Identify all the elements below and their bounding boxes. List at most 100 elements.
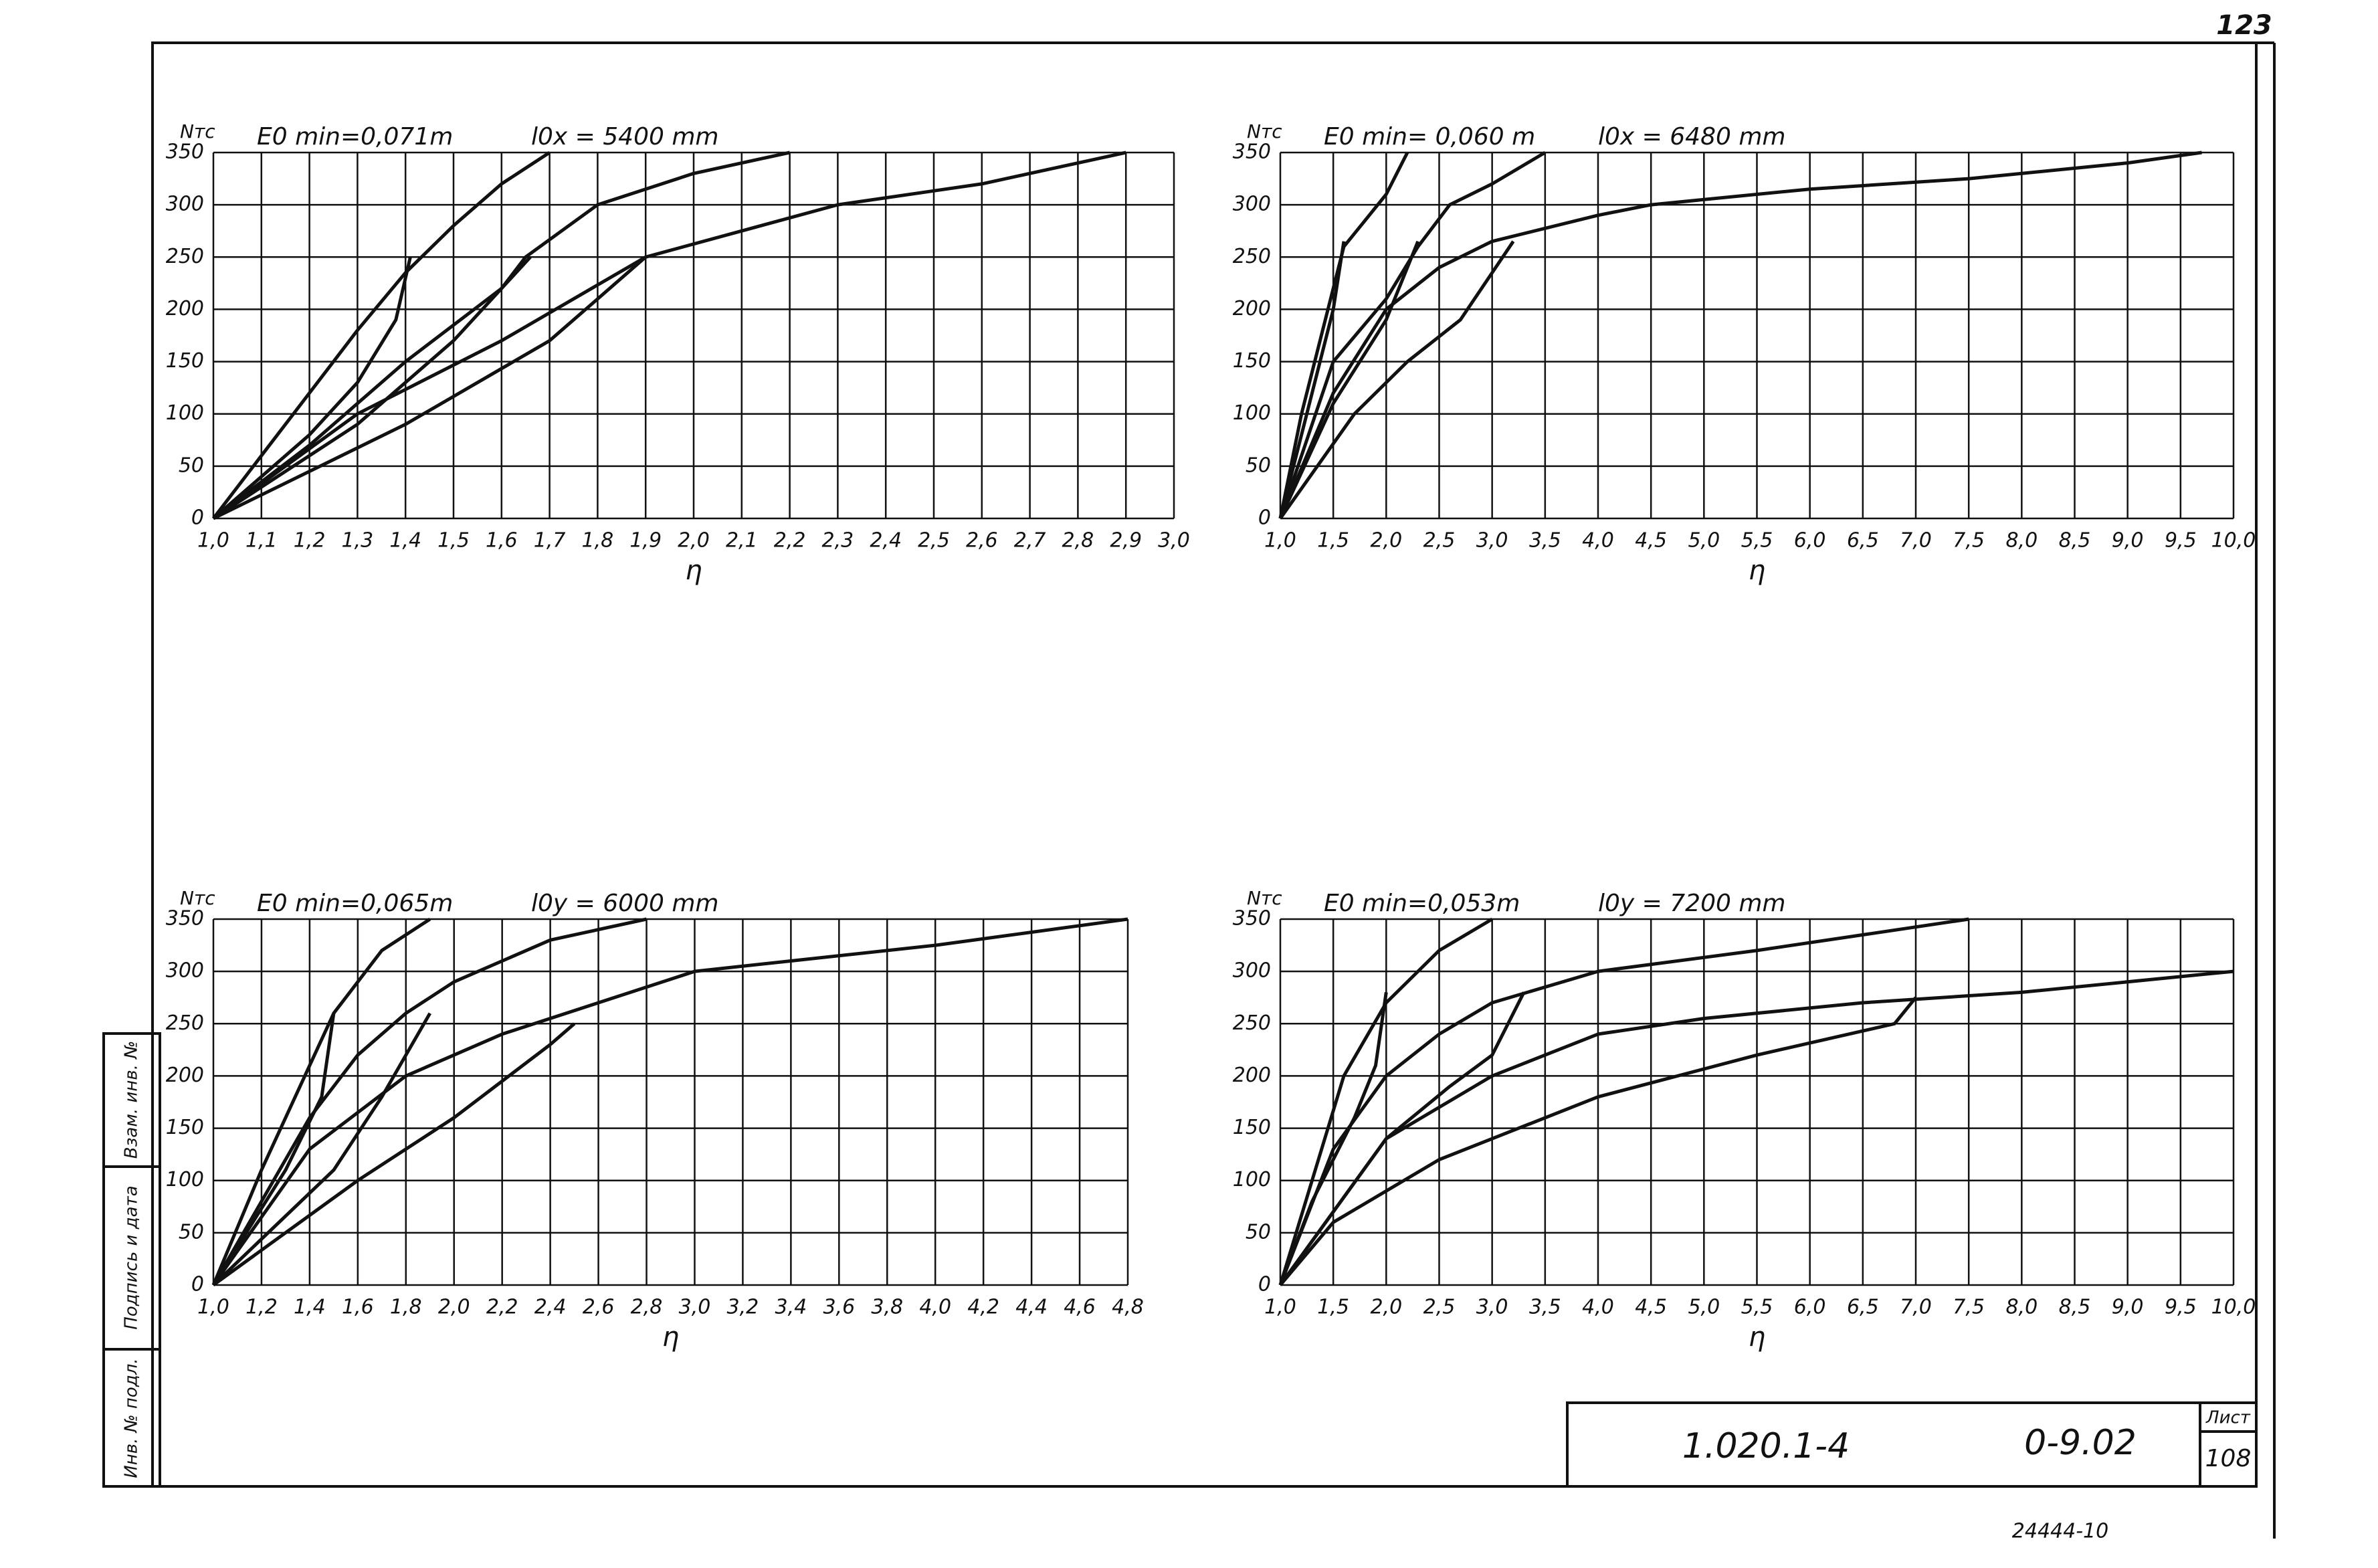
x-tick-label: 3,0 <box>1158 529 1190 553</box>
x-tick-label: 1,1 <box>245 529 278 553</box>
x-tick-label: 7,5 <box>1953 529 1985 553</box>
x-tick-label: 3,5 <box>1529 529 1561 553</box>
curve <box>1278 151 2202 519</box>
y-tick-label: 200 <box>1233 297 1271 320</box>
x-tick-label: 1,4 <box>389 529 421 553</box>
x-tick-label: 9,5 <box>2165 529 2197 553</box>
x-tick-label: 6,5 <box>1847 1296 1879 1319</box>
y-tick-label: 250 <box>166 245 204 268</box>
x-tick-label: 8,0 <box>2005 529 2038 553</box>
x-tick-label: 9,5 <box>2165 1296 2197 1319</box>
x-tick-label: 8,5 <box>2059 529 2091 553</box>
curve <box>212 151 1126 520</box>
sheet-frame <box>151 41 2258 1488</box>
x-tick-label: 10,0 <box>2211 1296 2256 1319</box>
x-tick-label: 6,0 <box>1794 529 1826 553</box>
curve <box>1278 240 1515 520</box>
x-tick-label: 1,0 <box>197 1296 229 1319</box>
x-tick-label: 7,5 <box>1953 1296 1985 1319</box>
stamp-text: Взам. инв. № <box>122 1041 142 1159</box>
curve <box>212 256 647 520</box>
y-tick-label: 150 <box>166 349 204 373</box>
y-tick-label: 250 <box>1233 245 1271 268</box>
x-tick-label: 3,8 <box>871 1296 903 1319</box>
x-tick-label: 2,2 <box>774 529 806 553</box>
y-tick-label: 350 <box>1233 907 1271 930</box>
y-axis-label: Nтс <box>1247 120 1282 142</box>
x-tick-label: 1,0 <box>197 529 229 553</box>
y-tick-label: 100 <box>1233 1168 1271 1191</box>
annotation: E0 min=0,065m <box>257 890 453 917</box>
y-tick-label: 0 <box>1258 506 1271 530</box>
curve <box>212 1022 576 1287</box>
x-tick-label: 3,2 <box>727 1296 759 1319</box>
x-axis-label: η <box>662 1322 679 1353</box>
curve <box>1278 969 2234 1286</box>
x-tick-label: 3,0 <box>1476 529 1508 553</box>
curve <box>1278 151 1409 519</box>
x-tick-label: 2,0 <box>678 529 710 553</box>
x-tick-label: 2,6 <box>583 1296 615 1319</box>
x-axis-label: η <box>1749 555 1765 586</box>
y-tick-label: 100 <box>1233 401 1271 425</box>
doc-part: 0-9.02 <box>2024 1423 2137 1463</box>
annotation: l0y = 6000 mm <box>531 890 718 917</box>
x-tick-label: 2,0 <box>438 1296 470 1319</box>
annotation: l0y = 7200 mm <box>1598 890 1785 917</box>
annotation: l0x = 6480 mm <box>1598 123 1785 151</box>
stamp-text: Инв. № подл. <box>122 1358 142 1478</box>
x-tick-label: 8,5 <box>2059 1296 2091 1319</box>
curve <box>211 917 431 1286</box>
footer-code: 24444-10 <box>2012 1520 2108 1543</box>
x-axis-label: η <box>685 555 702 586</box>
sheet-label: Лист <box>2205 1408 2251 1428</box>
x-tick-label: 4,0 <box>1582 1296 1614 1319</box>
x-tick-label: 2,5 <box>1423 1296 1456 1319</box>
y-tick-label: 200 <box>1233 1064 1271 1087</box>
stamp-strip <box>102 1032 161 1488</box>
y-tick-label: 50 <box>179 1220 204 1244</box>
curve <box>1278 917 1493 1286</box>
x-tick-label: 2,8 <box>1062 529 1094 553</box>
annotation: E0 min=0,053m <box>1324 890 1520 917</box>
y-tick-label: 200 <box>166 1064 204 1087</box>
curve <box>211 917 648 1286</box>
curve <box>1278 917 1969 1286</box>
doc-code: 1.020.1-4 <box>1682 1426 1850 1466</box>
y-axis-label: Nтс <box>180 120 215 142</box>
x-tick-label: 4,5 <box>1635 1296 1667 1319</box>
x-tick-label: 4,4 <box>1015 1296 1048 1319</box>
x-tick-label: 9,0 <box>2112 529 2144 553</box>
curve <box>1279 996 1917 1286</box>
x-tick-label: 1,5 <box>1317 1296 1349 1319</box>
x-tick-label: 2,5 <box>918 529 950 553</box>
x-tick-label: 2,9 <box>1110 529 1142 553</box>
curve <box>1278 151 1547 519</box>
x-tick-label: 8,0 <box>2005 1296 2038 1319</box>
x-tick-label: 7,0 <box>1900 1296 1932 1319</box>
x-tick-label: 2,0 <box>1370 529 1402 553</box>
x-tick-label: 1,0 <box>1264 529 1296 553</box>
y-tick-label: 50 <box>1246 454 1271 477</box>
y-tick-label: 200 <box>166 297 204 320</box>
x-tick-label: 2,1 <box>726 529 758 553</box>
x-tick-label: 3,5 <box>1529 1296 1561 1319</box>
y-tick-label: 250 <box>1233 1011 1271 1035</box>
y-tick-label: 300 <box>1233 959 1271 983</box>
x-tick-label: 5,0 <box>1688 529 1720 553</box>
curve <box>1278 240 1420 520</box>
y-tick-label: 0 <box>191 1273 204 1296</box>
y-tick-label: 100 <box>166 401 204 425</box>
curve <box>212 1012 431 1286</box>
x-axis-label: η <box>1749 1322 1765 1353</box>
y-tick-label: 150 <box>1233 1116 1271 1139</box>
annotation: E0 min=0,071m <box>257 123 453 151</box>
y-tick-label: 350 <box>166 907 204 930</box>
x-tick-label: 3,6 <box>823 1296 855 1319</box>
y-tick-label: 350 <box>1233 140 1271 164</box>
x-tick-label: 1,9 <box>629 529 662 553</box>
x-tick-label: 1,4 <box>294 1296 326 1319</box>
y-tick-label: 150 <box>1233 349 1271 373</box>
x-tick-label: 6,0 <box>1794 1296 1826 1319</box>
curve <box>1278 241 1346 519</box>
